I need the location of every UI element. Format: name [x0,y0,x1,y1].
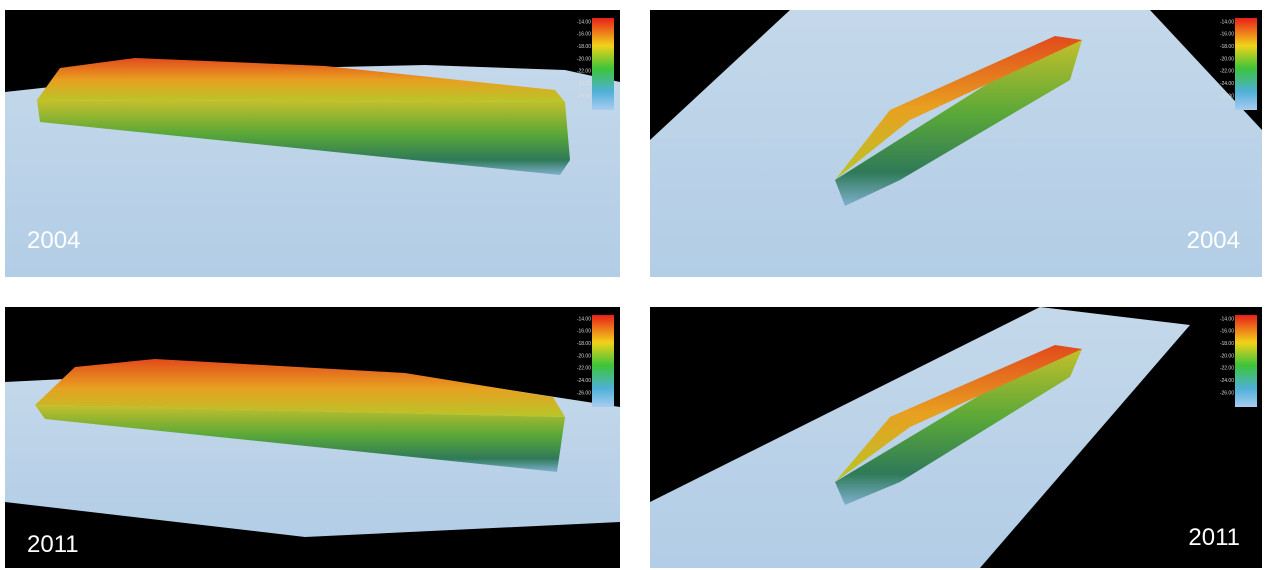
colorbar-label: -14.00 [1220,19,1234,25]
colorbar-label: -20.00 [577,56,591,62]
colorbar: -14.00 -16.00 -18.00 -20.00 -22.00 -24.00 -26.… [577,315,614,407]
wreck-top [835,36,1082,180]
colorbar-label: -14.00 [1220,316,1234,322]
colorbar-label: -24.00 [577,378,591,384]
colorbar-gradient [1235,18,1257,110]
colorbar-label: -20.00 [1220,353,1234,359]
colorbar-label: -20.00 [1220,56,1234,62]
colorbar-label: -16.00 [577,32,591,38]
colorbar-label: -26.00 [1220,390,1234,396]
colorbar-label: -26.00 [577,93,591,99]
colorbar-label: -24.00 [1220,378,1234,384]
colorbar-label: -18.00 [1220,341,1234,347]
panel: -14.00 -16.00 -18.00 -20.00 -22.00 -24.00 -26.… [650,307,1262,568]
colorbar-label: -22.00 [1220,366,1234,372]
panel: -14.00 -16.00 -18.00 -20.00 -22.00 -24.00 -26.… [5,307,620,568]
colorbar: -14.00 -16.00 -18.00 -20.00 -22.00 -24.00 -26.… [577,18,614,110]
colorbar-gradient [592,315,614,407]
colorbar: -14.00 -16.00 -18.00 -20.00 -22.00 -24.00 -26.… [1220,315,1257,407]
colorbar-label: -16.00 [1220,329,1234,335]
colorbar-label: -14.00 [577,316,591,322]
colorbar-label: -18.00 [1220,44,1234,50]
year-label: 2004 [27,227,80,254]
colorbar-label: -16.00 [577,329,591,335]
year-label: 2011 [1188,524,1240,551]
colorbar-label: -16.00 [1220,32,1234,38]
wreck-top [37,58,565,102]
colorbar-label: -26.00 [1220,93,1234,99]
colorbar-label: -14.00 [577,19,591,25]
colorbar-label: -24.00 [577,81,591,87]
colorbar-label: -22.00 [577,366,591,372]
colorbar-gradient [1235,315,1257,407]
wreck-side [835,38,1082,206]
colorbar-label: -22.00 [1220,69,1234,75]
colorbar-label: -18.00 [577,341,591,347]
colorbar: -14.00 -16.00 -18.00 -20.00 -22.00 -24.00 -26.… [1220,18,1257,110]
wreck-top [835,345,1082,482]
colorbar-label: -24.00 [1220,81,1234,87]
colorbar-label: -20.00 [577,353,591,359]
year-label: 2004 [1187,227,1240,254]
colorbar-label: -26.00 [577,390,591,396]
wreck-side [835,347,1082,505]
year-label: 2011 [27,531,79,558]
wreck-side [37,100,570,175]
colorbar-gradient [592,18,614,110]
wreck-top [35,359,565,417]
panel: -14.00 -16.00 -18.00 -20.00 -22.00 -24.00 -26.… [5,10,620,277]
panel: -14.00 -16.00 -18.00 -20.00 -22.00 -24.00 -26.… [650,10,1262,277]
colorbar-label: -22.00 [577,69,591,75]
colorbar-label: -18.00 [577,44,591,50]
wreck-side [35,405,565,472]
